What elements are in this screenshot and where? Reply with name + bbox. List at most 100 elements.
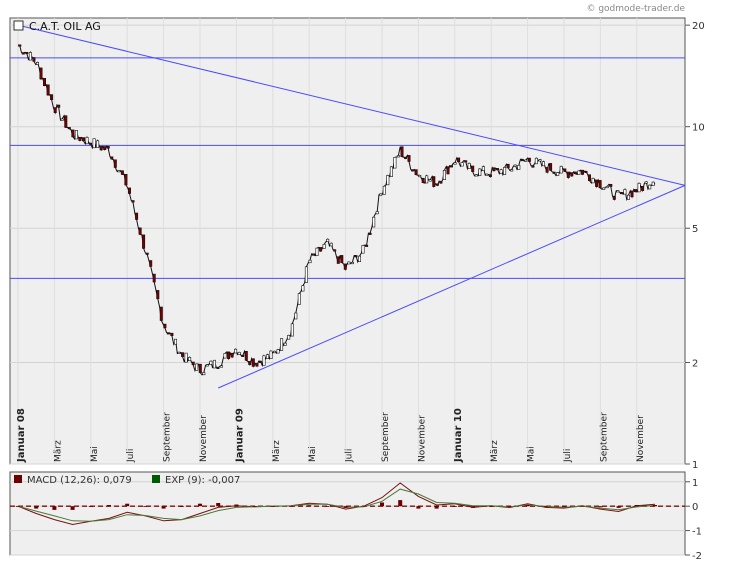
exp-line xyxy=(17,488,656,522)
price-candle xyxy=(368,232,372,235)
price-candle xyxy=(411,169,415,172)
x-axis-label: Mai xyxy=(90,446,100,462)
price-candle xyxy=(556,172,560,176)
price-candle xyxy=(319,247,323,252)
x-axis-labels: Januar 08 März Mai Juli September November Jan… xyxy=(16,18,646,464)
price-candle xyxy=(117,170,121,173)
price-candle xyxy=(195,363,199,371)
macd-histogram-bar xyxy=(580,505,585,507)
price-candle xyxy=(21,52,25,55)
price-candle xyxy=(283,342,287,346)
price-candle xyxy=(181,352,185,357)
price-candle xyxy=(273,350,277,354)
price-candle xyxy=(39,67,43,80)
price-candle xyxy=(113,159,117,168)
price-candle xyxy=(145,252,149,255)
price-candle xyxy=(131,200,135,203)
price-candle xyxy=(481,166,485,172)
price-candle xyxy=(602,187,606,190)
price-candle xyxy=(174,338,178,345)
price-candle xyxy=(60,118,64,121)
price-candle xyxy=(85,137,89,145)
price-candle xyxy=(630,190,634,198)
price-candle xyxy=(534,157,538,165)
price-candle xyxy=(149,260,153,267)
price-candle xyxy=(135,212,139,220)
macd-histogram-bar xyxy=(489,506,494,507)
price-candle xyxy=(499,169,503,174)
price-candle xyxy=(92,138,96,149)
price-candle xyxy=(527,157,531,162)
price-candle xyxy=(336,256,340,264)
macd-line xyxy=(17,482,656,526)
price-candle xyxy=(386,175,390,186)
price-candle xyxy=(531,165,535,168)
price-candle xyxy=(559,166,563,174)
price-candle xyxy=(251,358,255,367)
price-candle xyxy=(506,163,510,169)
price-candle xyxy=(340,255,344,263)
macd-histogram-bar xyxy=(598,506,603,508)
macd-histogram-bar xyxy=(161,506,166,509)
trendlines xyxy=(17,24,686,389)
macd-histogram-bar xyxy=(416,506,421,509)
price-candle xyxy=(42,78,46,87)
exp-legend-swatch xyxy=(152,475,160,483)
macd-histogram-bar xyxy=(216,503,221,507)
price-candle xyxy=(205,364,209,367)
title-legend-box xyxy=(13,20,24,31)
price-candle xyxy=(106,146,110,149)
price-candle xyxy=(552,171,556,174)
price-candle xyxy=(301,285,305,292)
price-candle xyxy=(258,360,262,363)
price-candle xyxy=(648,184,652,190)
price-candle xyxy=(605,186,609,189)
price-y-tick-label: 5 xyxy=(692,224,698,235)
x-axis-label: Mai xyxy=(308,446,318,462)
price-candle xyxy=(425,175,429,184)
price-candle xyxy=(510,169,514,172)
macd-histogram-bar xyxy=(198,503,202,507)
price-candle xyxy=(357,255,361,263)
price-candle xyxy=(460,162,464,167)
price-candle xyxy=(110,156,114,160)
price-candle xyxy=(220,365,224,368)
macd-histogram-bar xyxy=(179,506,184,507)
price-candle xyxy=(262,355,266,366)
price-candle xyxy=(485,173,489,176)
macd-histogram-bar xyxy=(88,506,93,507)
x-axis-label: Januar 10 xyxy=(453,408,464,463)
macd-histogram-bar xyxy=(143,506,148,507)
price-candle xyxy=(478,168,482,176)
price-candle xyxy=(435,183,439,186)
chart-title: C.A.T. OIL AG xyxy=(29,20,101,33)
price-candle xyxy=(96,140,100,148)
price-candle xyxy=(365,244,369,247)
x-axis-label: September xyxy=(163,412,173,462)
price-candle xyxy=(414,169,418,176)
price-candle xyxy=(503,167,507,175)
price-candle xyxy=(637,183,641,193)
x-axis-label: Mai xyxy=(527,446,537,462)
x-axis-label: März xyxy=(490,440,500,462)
price-candle xyxy=(46,84,50,96)
price-candle xyxy=(294,312,298,320)
price-candle xyxy=(421,177,425,183)
price-candle xyxy=(347,261,351,265)
macd-histogram-bar xyxy=(325,506,330,507)
price-candle xyxy=(587,174,591,181)
x-axis-label: Januar 08 xyxy=(16,408,27,463)
price-candle xyxy=(573,171,577,175)
price-candle xyxy=(290,323,294,337)
price-candle xyxy=(163,323,167,329)
price-candle xyxy=(517,165,521,170)
macd-legend-label: MACD (12,26): 0,079 xyxy=(27,475,132,486)
price-candle xyxy=(407,155,411,162)
macd-histogram-bar xyxy=(543,506,548,508)
macd-histogram-bar xyxy=(252,506,257,507)
macd-histogram-bar xyxy=(653,505,657,507)
price-candle xyxy=(350,261,354,265)
price-candle xyxy=(297,293,301,305)
price-candle xyxy=(241,354,245,358)
